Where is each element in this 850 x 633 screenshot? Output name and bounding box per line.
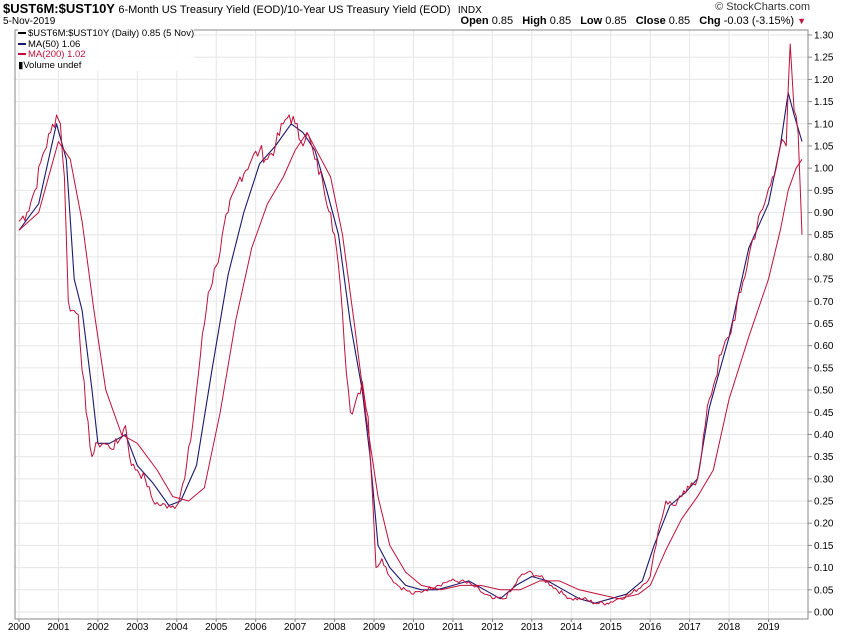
y-tick-label: 1.20: [814, 75, 834, 86]
y-tick-label: 0.50: [814, 386, 834, 397]
y-tick-label: 0.30: [814, 474, 834, 485]
x-tick-label: 2000: [8, 622, 31, 633]
high-value: 0.85: [549, 15, 572, 27]
x-tick-label: 2015: [600, 622, 623, 633]
series-lines: [18, 43, 803, 606]
y-tick-label: 0.55: [814, 363, 834, 374]
open-value: 0.85: [491, 15, 514, 27]
legend-item-ma200: MA(200) 1.02: [18, 49, 194, 61]
y-tick-label: 1.10: [814, 119, 834, 130]
x-tick-label: 2009: [363, 622, 386, 633]
y-tick-label: 0.70: [814, 297, 834, 308]
close-value: 0.85: [668, 15, 691, 27]
x-tick-label: 2006: [245, 622, 268, 633]
y-tick-label: 1.30: [814, 31, 834, 42]
legend-label-price: $UST6M:$UST10Y (Daily) 0.85 (5 Nov): [28, 28, 195, 39]
ma200-series-line: [18, 132, 803, 600]
x-tick-label: 2018: [718, 622, 741, 633]
y-tick-label: 0.85: [814, 230, 834, 241]
x-tick-label: 2013: [521, 622, 544, 633]
x-tick-label: 2007: [284, 622, 307, 633]
x-tick-label: 2017: [678, 622, 701, 633]
x-tick-label: 2008: [323, 622, 346, 633]
x-tick-label: 2012: [481, 622, 504, 633]
x-tick-label: 2019: [757, 622, 780, 633]
y-tick-label: 0.15: [814, 541, 834, 552]
y-tick-label: 1.00: [814, 164, 834, 175]
legend-item-ma50: MA(50) 1.06: [18, 38, 194, 51]
volume-icon: ▮: [18, 59, 24, 71]
x-axis: 2000 2001 2002 2003 2004 2005 2006 2007 2008 2009…: [8, 619, 780, 633]
symbol: $UST6M:$UST10Y: [3, 1, 115, 16]
y-tick-label: 1.25: [814, 53, 834, 64]
y-tick-label: 0.40: [814, 430, 834, 441]
legend-label-ma50: MA(50) 1.06: [28, 38, 81, 50]
x-tick-label: 2001: [47, 622, 70, 633]
price-series-line: [18, 43, 803, 606]
open-label: Open: [460, 15, 489, 27]
brand-logo[interactable]: © StockCharts.com: [715, 1, 810, 13]
symbol-description: 6-Month US Treasury Yield (EOD)/10-Year …: [118, 4, 451, 16]
y-tick-label: 0.25: [814, 497, 834, 508]
y-tick-label: 0.60: [814, 341, 834, 352]
chart-title: $UST6M:$UST10Y 6-Month US Treasury Yield…: [3, 1, 482, 16]
legend-item-volume: ▮Volume undef: [18, 59, 194, 72]
close-label: Close: [635, 15, 666, 27]
x-tick-label: 2014: [560, 622, 583, 633]
x-tick-label: 2002: [87, 622, 110, 633]
y-tick-label: 0.10: [814, 563, 834, 574]
x-tick-label: 2004: [166, 622, 189, 633]
ohlc-readout: Open 0.85 High 0.85 Low 0.85 Close 0.85 …: [461, 15, 806, 27]
y-tick-label: 0.45: [814, 408, 834, 419]
chg-label: Chg: [699, 15, 721, 27]
y-axis: 0.00 0.05 0.10 0.15 0.20 0.25 0.30 0.35 0.40 0.45…: [808, 31, 834, 619]
low-label: Low: [580, 15, 603, 27]
legend-label-volume: Volume undef: [23, 59, 82, 71]
x-tick-label: 2010: [402, 622, 425, 633]
y-tick-label: 0.75: [814, 275, 834, 286]
x-tick-label: 2016: [639, 622, 662, 633]
y-tick-label: 0.80: [814, 252, 834, 263]
y-tick-label: 0.65: [814, 319, 834, 330]
y-tick-label: 1.15: [814, 97, 834, 108]
y-tick-label: 0.00: [814, 608, 834, 619]
legend-label-ma200: MA(200) 1.02: [28, 49, 86, 60]
high-label: High: [522, 15, 547, 27]
chg-value: -0.03 (-3.15%): [723, 15, 795, 27]
y-tick-label: 0.20: [814, 519, 834, 530]
y-tick-label: 0.90: [814, 208, 834, 219]
legend-item-price: $UST6M:$UST10Y (Daily) 0.85 (5 Nov): [18, 28, 195, 40]
plot-frame: [14, 29, 809, 620]
y-tick-label: 1.05: [814, 141, 834, 152]
current-date: 5-Nov-2019: [3, 16, 56, 27]
x-tick-label: 2003: [126, 622, 149, 633]
x-tick-label: 2011: [442, 622, 464, 633]
down-arrow-icon: ▼: [797, 16, 806, 26]
low-value: 0.85: [605, 15, 627, 27]
ma50-series-line: [18, 92, 803, 604]
legend: $UST6M:$UST10Y (Daily) 0.85 (5 Nov) MA(5…: [18, 28, 195, 72]
y-tick-label: 0.05: [814, 585, 834, 596]
y-tick-label: 0.95: [814, 186, 834, 197]
y-tick-label: 0.35: [814, 452, 834, 463]
exchange: INDX: [457, 5, 482, 16]
x-tick-label: 2005: [205, 622, 228, 633]
grid: [15, 30, 808, 619]
